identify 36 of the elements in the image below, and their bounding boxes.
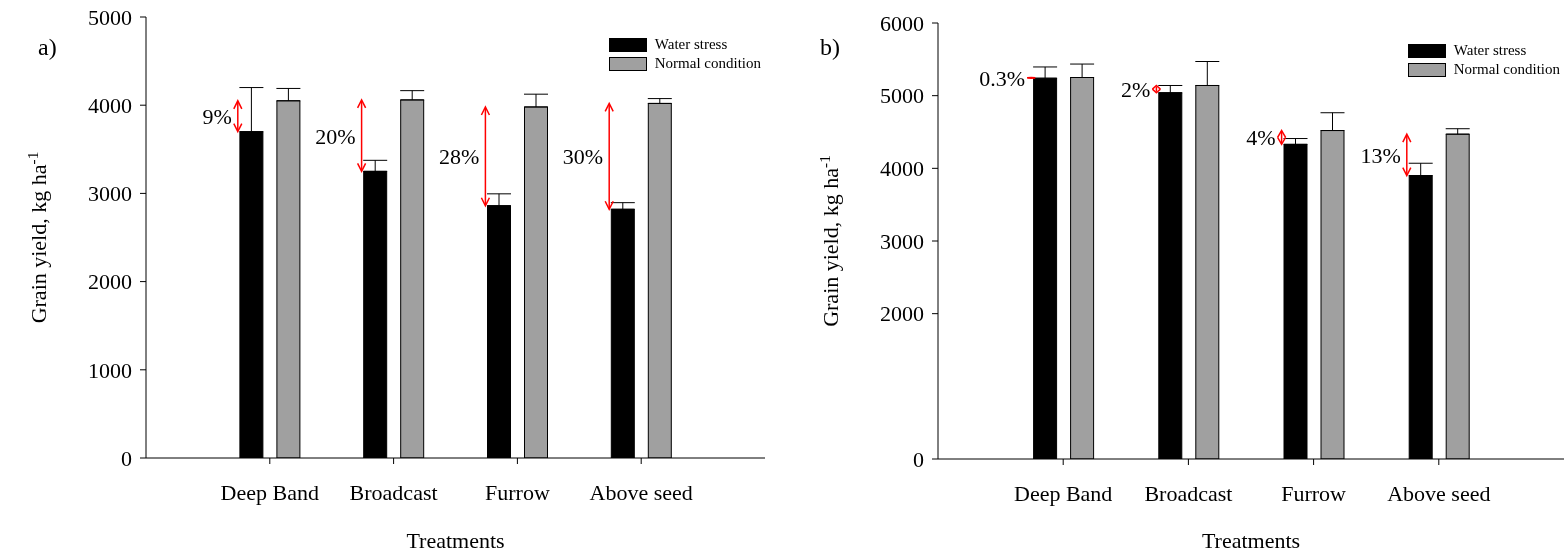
y-tick-label: 1000 xyxy=(88,357,132,383)
y-tick-label: 0 xyxy=(913,446,924,472)
y-tick-label: 2000 xyxy=(880,301,924,327)
annotation: 20% xyxy=(315,123,356,149)
y-tick-label: 6000 xyxy=(880,10,924,36)
text: a) xyxy=(38,34,57,60)
x-tick-label: Deep Band xyxy=(220,479,319,505)
legend-label: Normal condition xyxy=(1453,60,1560,79)
x-axis-title: Treatments xyxy=(1201,528,1301,553)
annotation: 28% xyxy=(439,144,480,170)
y-tick-label: 2000 xyxy=(88,269,132,295)
y-tick-label: 3000 xyxy=(88,181,132,207)
annotation: 30% xyxy=(562,144,604,170)
x-tick-label: Broadcast xyxy=(1144,480,1233,506)
annotation: 9% xyxy=(202,104,232,130)
legend-label: Water stress xyxy=(654,35,728,54)
x-axis-title: Treatments xyxy=(406,528,505,553)
y-tick-label: 5000 xyxy=(880,83,924,109)
x-tick-label: Above seed xyxy=(1387,480,1491,506)
legend-label: Normal condition xyxy=(654,54,761,73)
y-tick-label: 5000 xyxy=(88,4,132,30)
annotation: 0.3% xyxy=(979,65,1026,91)
y-tick-label: 4000 xyxy=(88,93,132,119)
x-tick-label: Broadcast xyxy=(349,479,438,505)
y-tick-label: 4000 xyxy=(880,156,924,182)
x-tick-label: Deep Band xyxy=(1014,480,1113,506)
chart-title: b) xyxy=(820,34,840,60)
legend-label: Water stress xyxy=(1453,41,1527,60)
annotation: 13% xyxy=(1360,142,1401,168)
y-tick-label: 3000 xyxy=(880,228,924,254)
x-tick-label: Furrow xyxy=(1281,480,1347,506)
annotation: 4% xyxy=(1246,125,1276,151)
y-tick-label: 0 xyxy=(121,445,132,471)
x-tick-label: Furrow xyxy=(485,479,550,505)
x-tick-label: Above seed xyxy=(589,479,693,505)
annotation: 2% xyxy=(1121,77,1151,103)
